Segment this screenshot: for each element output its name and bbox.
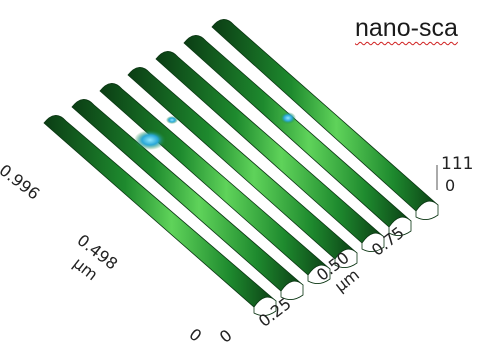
surface-defect (134, 130, 166, 150)
z-axis-max-label: 111 (441, 154, 474, 174)
ridge-end-cap (307, 264, 331, 284)
ridge-end-cap (280, 280, 304, 300)
ridge-end-cap (415, 200, 439, 220)
z-axis-min-label: 0 (445, 176, 456, 195)
surface-defect (166, 116, 178, 124)
ridge-end-cap (334, 248, 358, 268)
figure-caption: nano-sca (355, 14, 458, 42)
ridge-end-cap (388, 216, 412, 236)
surface-defect (280, 112, 296, 124)
ridge-end-cap (253, 296, 277, 316)
afm-surface (43, 19, 439, 316)
ridge-end-cap (361, 232, 385, 252)
